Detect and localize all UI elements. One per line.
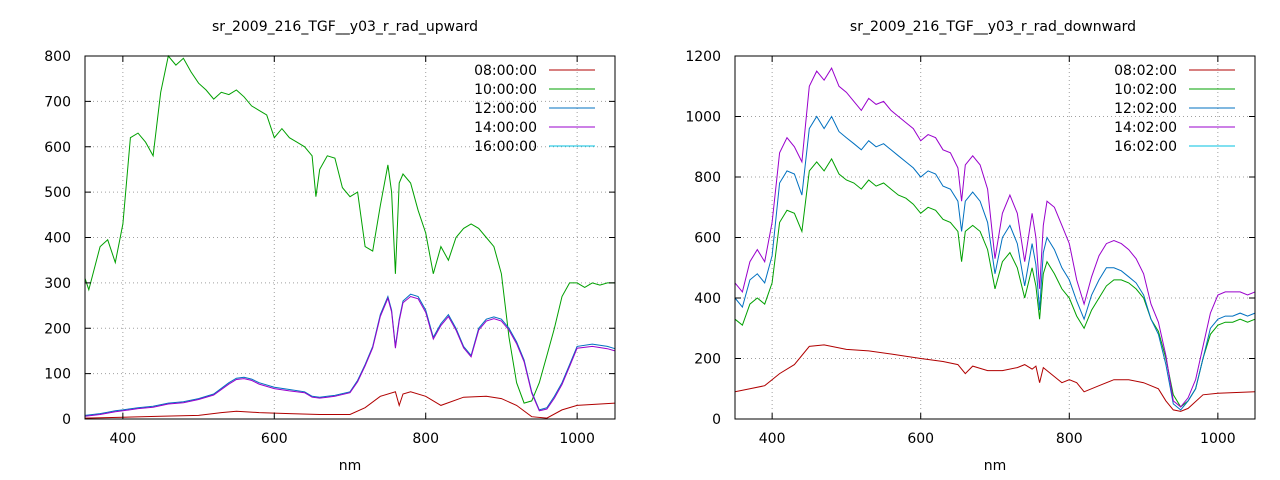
legend-label-10:00:00: 10:00:00 <box>474 82 537 98</box>
y-tick-label: 100 <box>44 367 71 383</box>
y-tick-label: 600 <box>44 140 71 156</box>
y-tick-label: 1000 <box>685 110 721 126</box>
y-tick-label: 0 <box>712 412 721 428</box>
y-tick-label: 800 <box>44 49 71 65</box>
legend-label-08:00:00: 08:00:00 <box>474 63 537 79</box>
x-tick-label: 1000 <box>559 431 595 447</box>
y-tick-label: 400 <box>44 231 71 247</box>
legend-label-14:02:00: 14:02:00 <box>1114 120 1177 136</box>
chart-title: sr_2009_216_TGF__y03_r_rad_upward <box>212 19 478 35</box>
legend-label-12:00:00: 12:00:00 <box>474 101 537 117</box>
x-tick-label: 600 <box>261 431 288 447</box>
y-tick-label: 700 <box>44 94 71 110</box>
y-tick-label: 200 <box>44 321 71 337</box>
chart-title: sr_2009_216_TGF__y03_r_rad_downward <box>850 19 1136 35</box>
legend-label-14:00:00: 14:00:00 <box>474 120 537 136</box>
series-line-10:00:00 <box>84 54 615 404</box>
x-tick-label: 400 <box>109 431 136 447</box>
y-tick-label: 1200 <box>685 49 721 65</box>
x-tick-label: 1000 <box>1200 431 1236 447</box>
y-tick-label: 0 <box>62 412 71 428</box>
x-tick-label: 800 <box>1056 431 1083 447</box>
legend-label-10:02:00: 10:02:00 <box>1114 82 1177 98</box>
series-line-14:00:00 <box>84 295 616 417</box>
y-tick-label: 500 <box>44 185 71 201</box>
series-line-14:02:00 <box>734 67 1256 408</box>
x-tick-label: 800 <box>412 431 439 447</box>
legend-label-12:02:00: 12:02:00 <box>1114 101 1177 117</box>
y-tick-label: 400 <box>694 291 721 307</box>
y-tick-label: 300 <box>44 276 71 292</box>
x-tick-label: 600 <box>907 431 934 447</box>
chart-upward: sr_2009_216_TGF__y03_r_rad_upward 400 600 8… <box>44 19 616 474</box>
series-line-08:02:00 <box>734 344 1256 412</box>
chart-downward: sr_2009_216_TGF__y03_r_rad_downward 400 60… <box>685 19 1256 474</box>
series-line-08:00:00 <box>84 391 616 419</box>
x-axis-label: nm <box>339 458 362 474</box>
series-line-12:02:00 <box>734 115 1256 411</box>
legend-label-08:02:00: 08:02:00 <box>1114 63 1177 79</box>
legend-label-16:02:00: 16:02:00 <box>1114 139 1177 155</box>
series-line-10:02:00 <box>734 157 1256 408</box>
legend-label-16:00:00: 16:00:00 <box>474 139 537 155</box>
y-tick-label: 600 <box>694 231 721 247</box>
x-axis-label: nm <box>984 458 1007 474</box>
x-tick-label: 400 <box>759 431 786 447</box>
y-tick-label: 200 <box>694 352 721 368</box>
series-line-12:00:00 <box>84 293 616 416</box>
y-tick-label: 800 <box>694 170 721 186</box>
